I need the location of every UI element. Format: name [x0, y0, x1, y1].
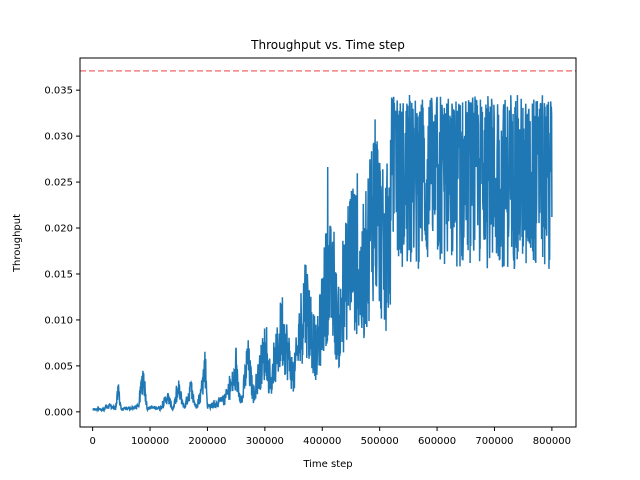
y-tick-label: 0.005: [44, 361, 73, 372]
chart-title: Throughput vs. Time step: [250, 38, 405, 52]
x-tick-label: 400000: [303, 436, 341, 447]
x-tick-label: 200000: [188, 436, 226, 447]
x-tick-label: 0: [89, 436, 95, 447]
x-tick-label: 600000: [418, 436, 456, 447]
y-tick-label: 0.035: [44, 86, 73, 97]
y-tick-label: 0.020: [44, 224, 73, 235]
x-axis-title: Time step: [302, 459, 352, 470]
y-axis-title: Throughput: [12, 214, 23, 273]
x-tick-label: 500000: [361, 436, 399, 447]
x-tick-label: 800000: [533, 436, 571, 447]
x-tick-label: 100000: [131, 436, 169, 447]
y-tick-label: 0.010: [44, 315, 73, 326]
plot-frame: [79, 57, 577, 428]
throughput-series-line: [92, 94, 553, 413]
y-tick-label: 0.000: [44, 407, 73, 418]
y-tick-label: 0.030: [44, 132, 73, 143]
y-tick-label: 0.015: [44, 269, 73, 280]
x-tick-label: 300000: [246, 436, 284, 447]
x-tick-label: 700000: [475, 436, 513, 447]
plot-area: [79, 57, 577, 428]
y-axis: 0.000 0.005 0.010 0.015 0.020 0.025 0.030 0.035: [44, 86, 80, 418]
x-axis: 0 100000 200000 300000 400000 500000 600000 700…: [89, 427, 571, 447]
y-tick-label: 0.025: [44, 178, 73, 189]
